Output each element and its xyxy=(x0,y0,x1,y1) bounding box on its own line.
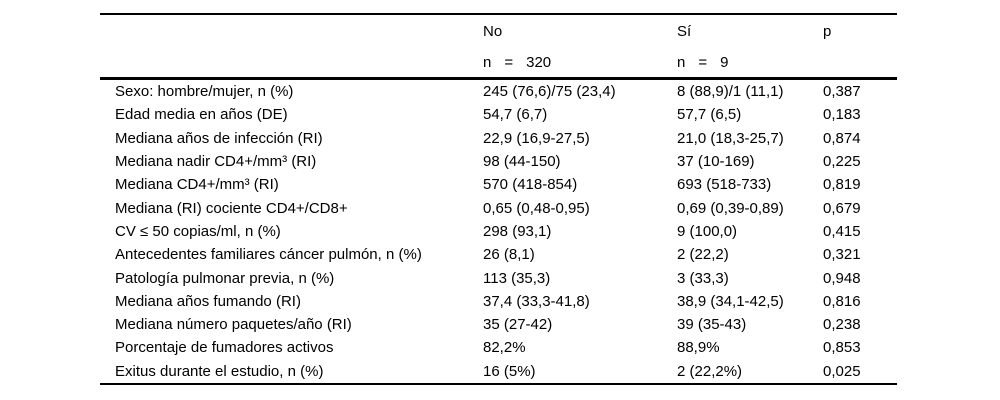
row-label: Antecedentes familiares cáncer pulmón, n… xyxy=(115,246,422,264)
value-si: 8 (88,9)/1 (11,1) xyxy=(677,83,784,101)
table-bottom-rule xyxy=(100,382,897,385)
value-no: 113 (35,3) xyxy=(483,269,551,287)
value-no: 37,4 (33,3-41,8) xyxy=(483,292,590,310)
table-row: Edad media en años (DE) 54,7 (6,7) 57,7 … xyxy=(100,103,897,126)
row-label: Mediana número paquetes/año (RI) xyxy=(115,316,352,334)
value-si: 57,7 (6,5) xyxy=(677,106,742,124)
row-label: Patología pulmonar previa, n (%) xyxy=(115,269,335,287)
value-no: 35 (27-42) xyxy=(483,316,553,334)
row-label: Mediana nadir CD4+/mm³ (RI) xyxy=(115,153,317,171)
value-si: 39 (35-43) xyxy=(677,316,747,334)
p-value: 0,387 xyxy=(823,83,861,101)
value-si: 693 (518-733) xyxy=(677,176,772,194)
value-no: 0,65 (0,48-0,95) xyxy=(483,199,590,217)
value-no: 16 (5%) xyxy=(483,362,536,380)
value-no: 98 (44-150) xyxy=(483,153,561,171)
table-row: Mediana nadir CD4+/mm³ (RI) 98 (44-150) … xyxy=(100,150,897,173)
row-label: Mediana (RI) cociente CD4+/CD8+ xyxy=(115,199,348,217)
value-si: 88,9% xyxy=(677,339,720,357)
row-label: Mediana años de infección (RI) xyxy=(115,129,323,147)
value-si: 9 (100,0) xyxy=(677,222,738,240)
table-body: Sexo: hombre/mujer, n (%) 245 (76,6)/75 … xyxy=(100,80,897,383)
row-label: Sexo: hombre/mujer, n (%) xyxy=(115,83,294,101)
group-si-count: n = 9 xyxy=(677,54,823,71)
table-row: Porcentaje de fumadores activos 82,2% 88… xyxy=(100,336,897,359)
equals-sign: = xyxy=(504,54,514,71)
row-label: Edad media en años (DE) xyxy=(115,106,288,124)
n-value: 9 xyxy=(720,54,729,71)
p-value: 0,816 xyxy=(823,292,861,310)
row-label: Mediana CD4+/mm³ (RI) xyxy=(115,176,279,194)
p-value: 0,853 xyxy=(823,339,861,357)
row-label: Mediana años fumando (RI) xyxy=(115,292,301,310)
table-row: Exitus durante el estudio, n (%) 16 (5%)… xyxy=(100,360,897,383)
p-value: 0,025 xyxy=(823,362,861,380)
table-row: Antecedentes familiares cáncer pulmón, n… xyxy=(100,243,897,266)
value-si: 0,69 (0,39-0,89) xyxy=(677,199,784,217)
p-value: 0,183 xyxy=(823,106,861,124)
table-row: CV ≤ 50 copias/ml, n (%) 298 (93,1) 9 (1… xyxy=(100,220,897,243)
n-value: 320 xyxy=(526,54,552,71)
n-label: n xyxy=(677,54,686,71)
table-row: Mediana CD4+/mm³ (RI) 570 (418-854) 693 … xyxy=(100,173,897,196)
value-si: 21,0 (18,3-25,7) xyxy=(677,129,784,147)
row-label: Porcentaje de fumadores activos xyxy=(115,339,334,357)
p-value: 0,874 xyxy=(823,129,861,147)
column-header-no: No xyxy=(483,23,503,40)
table-row: Mediana años de infección (RI) 22,9 (16,… xyxy=(100,127,897,150)
value-no: 82,2% xyxy=(483,339,526,357)
column-header-si: Sí xyxy=(677,23,692,40)
value-no: 22,9 (16,9-27,5) xyxy=(483,129,590,147)
value-no: 54,7 (6,7) xyxy=(483,106,548,124)
value-si: 2 (22,2) xyxy=(677,246,729,264)
value-si: 38,9 (34,1-42,5) xyxy=(677,292,784,310)
table-header-rule xyxy=(100,77,897,80)
row-label: CV ≤ 50 copias/ml, n (%) xyxy=(115,222,281,240)
table-row: Mediana número paquetes/año (RI) 35 (27-… xyxy=(100,313,897,336)
n-label: n xyxy=(483,54,492,71)
value-no: 26 (8,1) xyxy=(483,246,535,264)
value-si: 37 (10-169) xyxy=(677,153,755,171)
value-no: 298 (93,1) xyxy=(483,222,552,240)
p-value: 0,321 xyxy=(823,246,861,264)
value-no: 570 (418-854) xyxy=(483,176,578,194)
table-row: Sexo: hombre/mujer, n (%) 245 (76,6)/75 … xyxy=(100,80,897,103)
value-si: 2 (22,2%) xyxy=(677,362,743,380)
p-value: 0,819 xyxy=(823,176,861,194)
value-no: 245 (76,6)/75 (23,4) xyxy=(483,83,616,101)
table-row: Mediana (RI) cociente CD4+/CD8+ 0,65 (0,… xyxy=(100,196,897,219)
table-row: Mediana años fumando (RI) 37,4 (33,3-41,… xyxy=(100,290,897,313)
table-header-row-counts: n = 320 n = 9 xyxy=(100,48,897,77)
table-row: Patología pulmonar previa, n (%) 113 (35… xyxy=(100,266,897,289)
p-value: 0,679 xyxy=(823,199,861,217)
p-value: 0,225 xyxy=(823,153,861,171)
p-value: 0,415 xyxy=(823,222,861,240)
table-header-row-groups: No Sí p xyxy=(100,15,897,48)
column-header-p: p xyxy=(823,23,832,40)
group-no-count: n = 320 xyxy=(483,54,677,71)
value-si: 3 (33,3) xyxy=(677,269,729,287)
row-label: Exitus durante el estudio, n (%) xyxy=(115,362,324,380)
p-value: 0,948 xyxy=(823,269,861,287)
p-value: 0,238 xyxy=(823,316,861,334)
equals-sign: = xyxy=(698,54,708,71)
table-top-rule xyxy=(100,13,897,15)
comparison-table: No Sí p n = 320 n = 9 Sexo: hombre/mujer… xyxy=(100,13,897,385)
